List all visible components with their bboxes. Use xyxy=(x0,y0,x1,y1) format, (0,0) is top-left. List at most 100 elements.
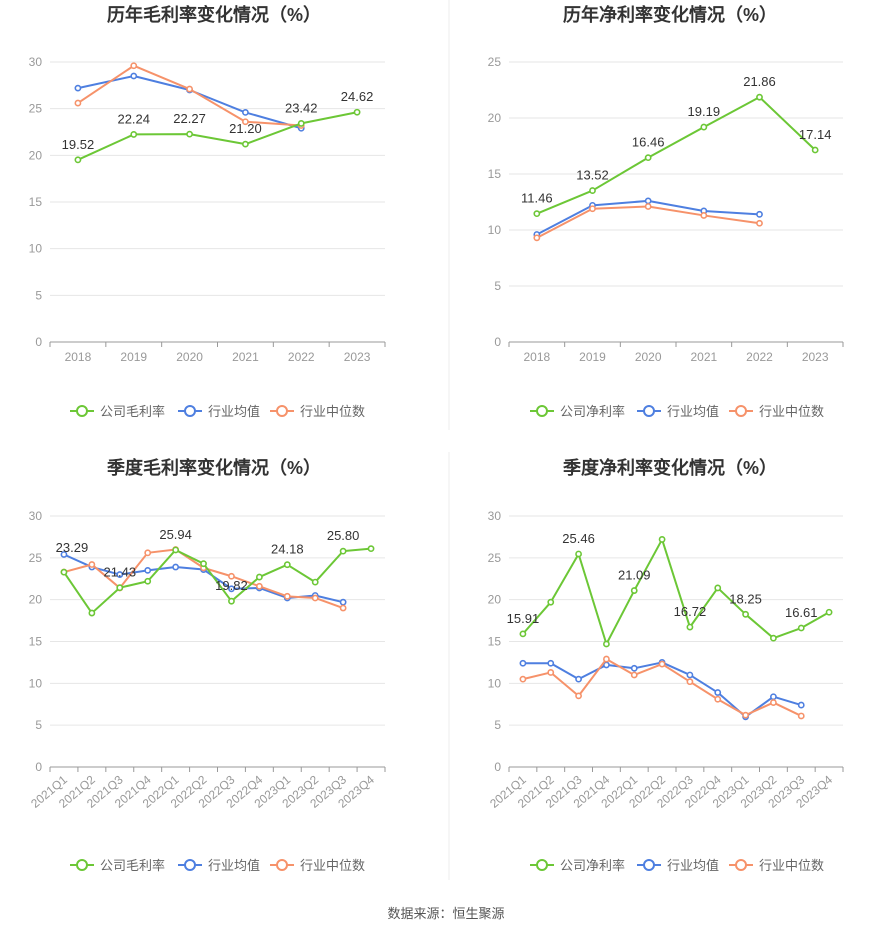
legend-label-avg[interactable]: 行业均值 xyxy=(667,404,719,419)
y-tick-label: 10 xyxy=(488,223,502,237)
point-company xyxy=(700,123,708,131)
y-tick-label: 20 xyxy=(29,148,43,162)
point-median xyxy=(228,572,235,580)
legend-label-median[interactable]: 行业中位数 xyxy=(300,404,365,419)
legend-label-avg[interactable]: 行业均值 xyxy=(667,858,719,873)
data-label: 11.46 xyxy=(521,191,553,206)
point-company xyxy=(367,545,375,553)
series-line-median xyxy=(536,205,760,239)
point-company xyxy=(228,597,235,605)
legend-label-median[interactable]: 行业中位数 xyxy=(759,404,824,419)
data-label: 22.27 xyxy=(173,111,206,126)
series-line-company xyxy=(63,547,372,615)
x-tick-label: 2021 xyxy=(232,350,259,364)
point-avg xyxy=(547,659,555,667)
legend-swatch-median[interactable] xyxy=(276,405,288,417)
legend-swatch-company[interactable] xyxy=(536,859,548,871)
point-company xyxy=(603,640,610,648)
legend-label-company[interactable]: 公司毛利率 xyxy=(100,858,165,873)
legend-swatch-median[interactable] xyxy=(735,405,747,417)
y-tick-label: 10 xyxy=(29,242,43,256)
legend-label-median[interactable]: 行业中位数 xyxy=(759,858,824,873)
y-tick-label: 0 xyxy=(494,335,501,349)
point-company xyxy=(770,634,777,642)
data-label: 25.80 xyxy=(327,528,360,543)
series-line-company xyxy=(77,111,358,161)
legend-swatch-avg[interactable] xyxy=(643,859,655,871)
y-tick-label: 5 xyxy=(494,718,501,732)
quarterly-net-margin-chart: 季度净利率变化情况（%）0510152025302021Q12021Q22021… xyxy=(487,457,844,873)
point-median xyxy=(74,99,82,107)
legend-label-median[interactable]: 行业中位数 xyxy=(300,858,365,873)
data-label: 21.09 xyxy=(618,568,651,583)
data-label: 23.29 xyxy=(56,540,89,555)
point-median xyxy=(756,219,763,227)
point-median xyxy=(283,592,291,600)
y-tick-label: 5 xyxy=(35,718,42,732)
legend-label-company[interactable]: 公司净利率 xyxy=(560,858,625,873)
x-tick-label: 2022 xyxy=(746,350,773,364)
data-label: 23.42 xyxy=(285,100,318,115)
point-median xyxy=(644,203,652,210)
legend-label-avg[interactable]: 行业均值 xyxy=(208,858,260,873)
point-company xyxy=(172,546,180,554)
point-company xyxy=(297,120,305,127)
x-tick-label: 2023 xyxy=(802,350,829,364)
y-tick-label: 15 xyxy=(488,635,502,649)
point-avg xyxy=(770,693,777,701)
point-company xyxy=(811,146,819,154)
legend-label-avg[interactable]: 行业均值 xyxy=(208,404,260,419)
data-label: 25.94 xyxy=(159,527,192,542)
y-tick-label: 25 xyxy=(488,551,502,565)
y-tick-label: 25 xyxy=(29,551,43,565)
y-tick-label: 30 xyxy=(488,509,502,523)
x-tick-label: 2020 xyxy=(176,350,203,364)
point-avg xyxy=(228,585,235,593)
chart-title: 季度净利率变化情况（%） xyxy=(563,457,777,478)
point-median xyxy=(186,85,193,93)
legend-swatch-company[interactable] xyxy=(76,405,88,417)
point-median xyxy=(658,660,666,668)
data-label: 16.72 xyxy=(674,604,707,619)
legend-label-company[interactable]: 公司净利率 xyxy=(560,404,625,419)
point-company xyxy=(519,630,527,638)
point-median xyxy=(714,695,722,703)
y-tick-label: 20 xyxy=(29,593,43,607)
y-tick-label: 15 xyxy=(29,635,43,649)
point-company xyxy=(311,578,319,586)
data-label: 25.46 xyxy=(562,531,595,546)
x-tick-label: 2018 xyxy=(65,350,92,364)
point-company xyxy=(644,154,652,162)
point-company xyxy=(630,587,638,594)
legend-swatch-median[interactable] xyxy=(735,859,747,871)
data-label: 19.82 xyxy=(215,578,248,593)
legend-swatch-avg[interactable] xyxy=(184,405,196,417)
point-avg xyxy=(686,671,694,679)
legend-label-company[interactable]: 公司毛利率 xyxy=(100,404,165,419)
x-tick-label: 2022 xyxy=(288,350,315,364)
point-company xyxy=(589,187,596,194)
y-tick-label: 30 xyxy=(29,509,43,523)
x-tick-label: 2019 xyxy=(579,350,606,364)
x-tick-label: 2020 xyxy=(635,350,662,364)
point-median xyxy=(311,594,319,602)
y-tick-label: 0 xyxy=(35,760,42,774)
point-company xyxy=(74,156,82,164)
x-tick-label: 2019 xyxy=(120,350,147,364)
legend-swatch-median[interactable] xyxy=(276,859,288,871)
point-company xyxy=(242,140,249,148)
point-company xyxy=(547,598,555,606)
legend-swatch-company[interactable] xyxy=(76,859,88,871)
point-avg xyxy=(74,84,82,92)
series-line-company xyxy=(536,96,816,215)
chart-title: 历年净利率变化情况（%） xyxy=(563,4,777,25)
data-label: 21.20 xyxy=(229,121,262,136)
legend-swatch-avg[interactable] xyxy=(184,859,196,871)
point-median xyxy=(242,118,249,126)
point-company xyxy=(742,610,749,618)
point-avg xyxy=(797,701,805,709)
point-median xyxy=(88,561,96,568)
legend-swatch-avg[interactable] xyxy=(643,405,655,417)
legend-swatch-company[interactable] xyxy=(536,405,548,417)
